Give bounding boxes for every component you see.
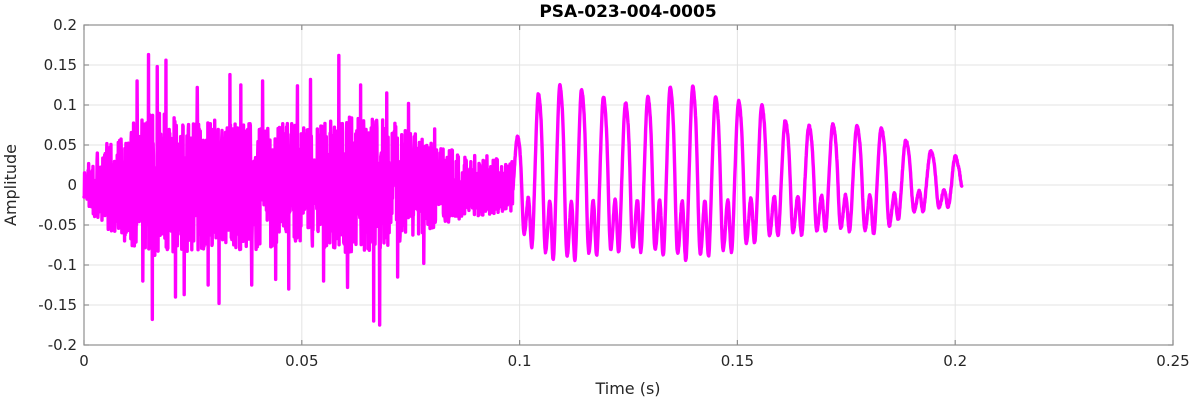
y-tick-label: 0 xyxy=(67,176,77,194)
y-axis-label: Amplitude xyxy=(1,144,20,226)
y-tick-label: 0.1 xyxy=(53,96,77,114)
x-tick-label: 0.2 xyxy=(943,352,967,370)
y-tick-label: 0.2 xyxy=(53,16,77,34)
y-tick-label: -0.1 xyxy=(48,256,77,274)
y-tick-label: 0.05 xyxy=(44,136,77,154)
x-tick-label: 0.1 xyxy=(508,352,532,370)
tick-label-layer: 0 0.05 0.1 0.15 0.2 0.25 -0.2 -0.15 -0.1 -0.05 0 0.… xyxy=(38,16,1190,370)
y-tick-label: 0.15 xyxy=(44,56,77,74)
chart-title: PSA-023-004-0005 xyxy=(539,2,716,22)
x-tick-label: 0.25 xyxy=(1156,352,1189,370)
x-tick-label: 0 xyxy=(79,352,89,370)
y-tick-label: -0.2 xyxy=(48,336,77,354)
series-layer xyxy=(82,52,964,327)
y-tick-label: -0.05 xyxy=(38,216,77,234)
x-tick-label: 0.05 xyxy=(285,352,318,370)
y-tick-label: -0.15 xyxy=(38,296,77,314)
x-tick-label: 0.15 xyxy=(721,352,754,370)
waveform-path xyxy=(82,52,964,327)
x-axis-label: Time (s) xyxy=(594,379,660,398)
